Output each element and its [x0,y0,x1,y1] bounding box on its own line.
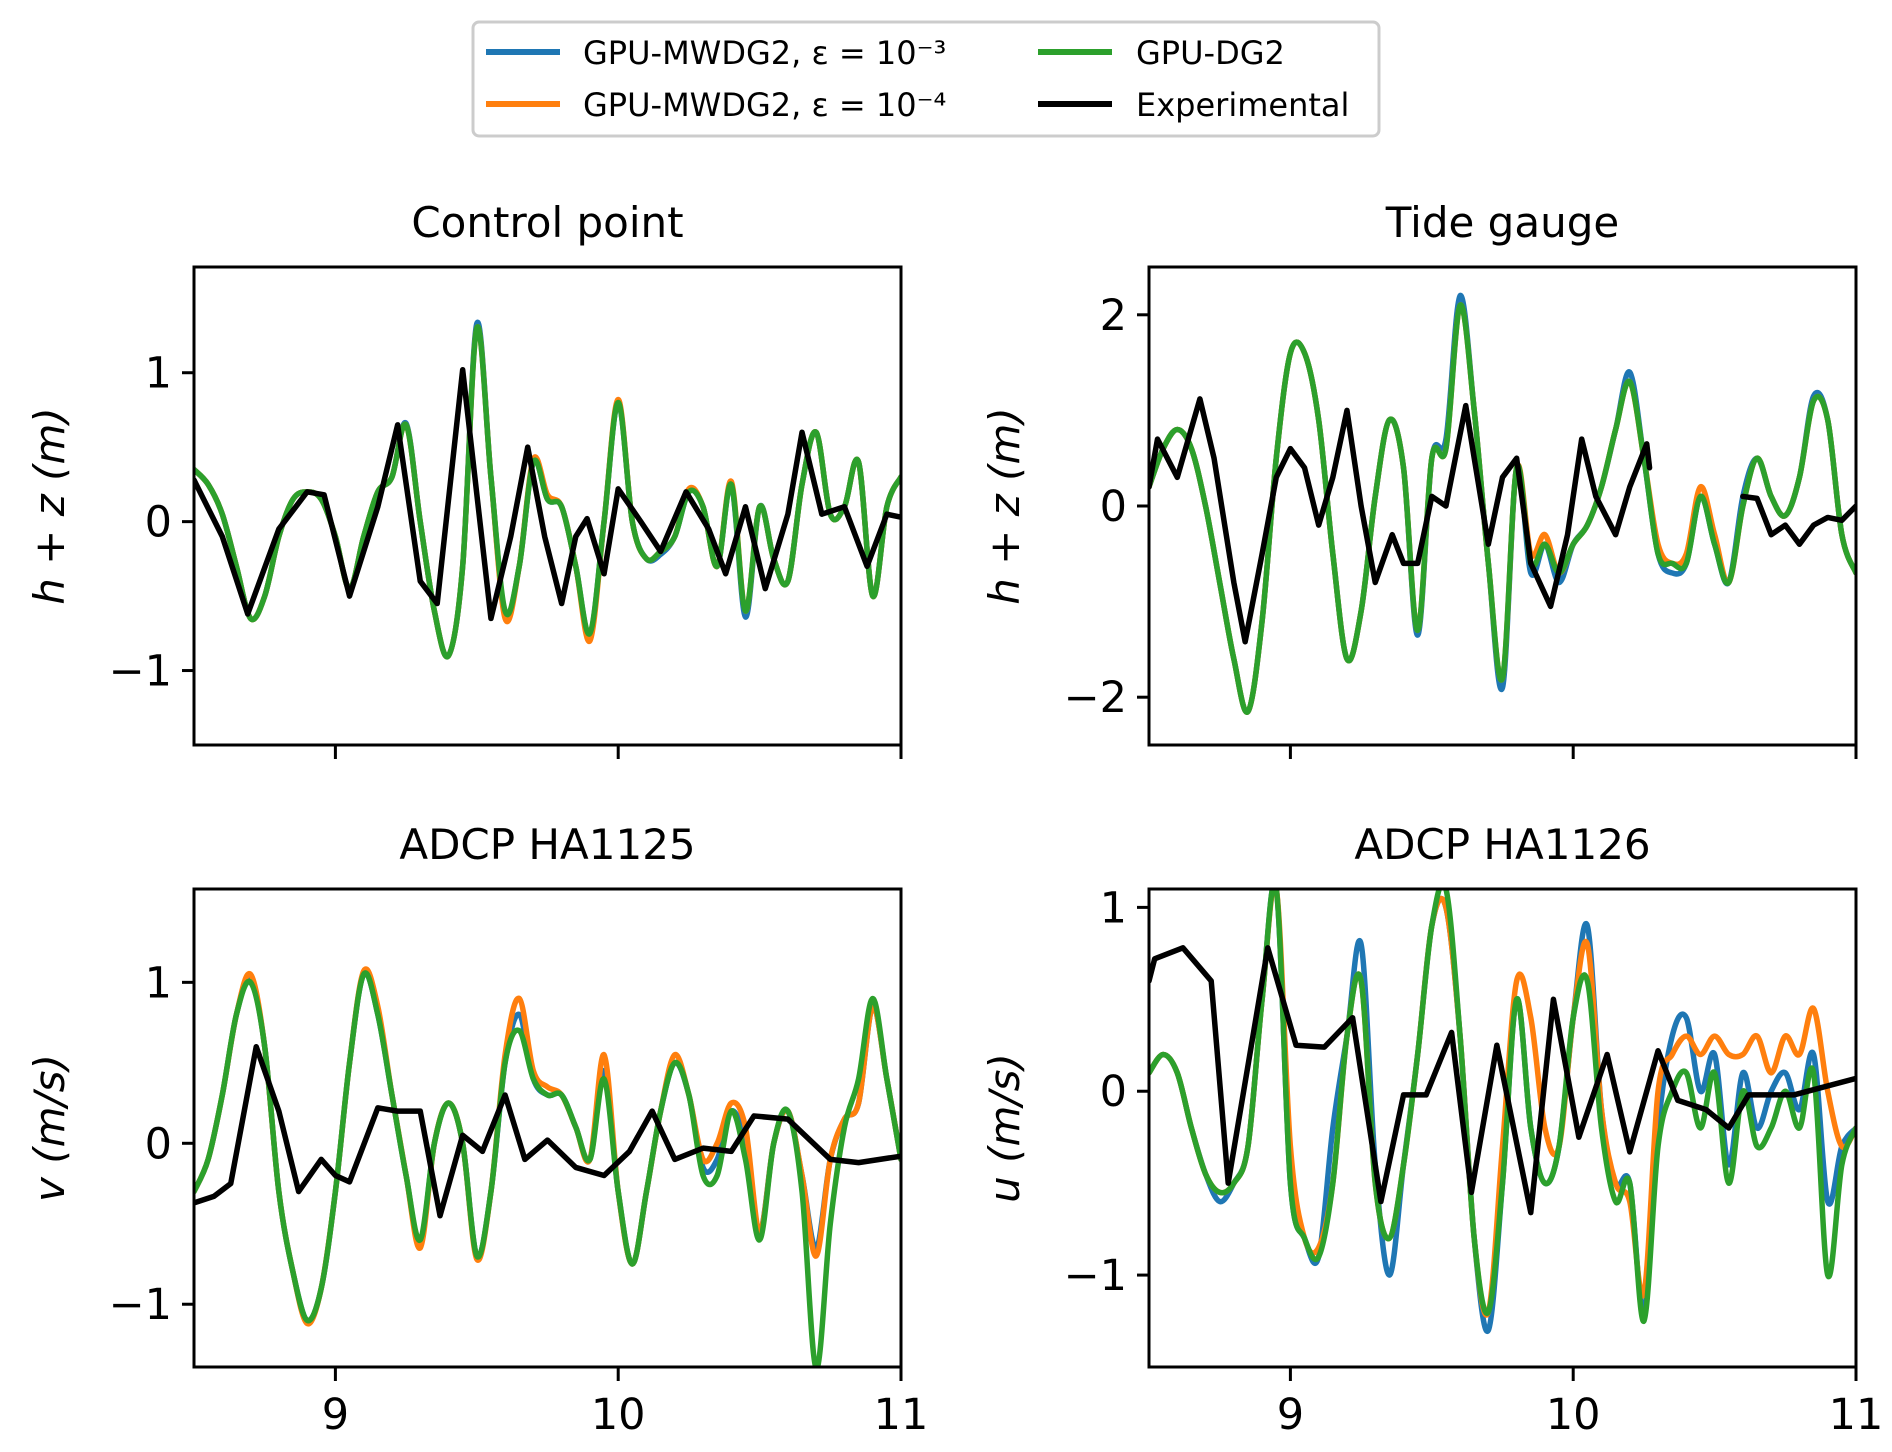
legend: GPU-MWDG2, ε = 10⁻³ GPU-MWDG2, ε = 10⁻⁴ … [471,20,1381,138]
series-line-experimental [194,1043,901,1219]
series-lines [1149,292,1856,715]
x-tick-label: 11 [1829,1390,1884,1440]
y-tick-label: 0 [145,498,172,548]
axes-frame [1147,887,1858,1369]
y-tick-label: 1 [145,958,172,1008]
panel-2: Tide gauge h + z (m) −2 0 2 [980,198,1858,759]
series-line-experimental [194,366,901,622]
axes-frame [192,887,903,1369]
y-tick-label: 0 [1100,1067,1127,1117]
series-line-gpu-dg2 [194,970,901,1367]
y-tick-label: 1 [145,349,172,399]
series-line-gpu-dg2 [1149,889,1856,1324]
y-axis-label: v (m/s) [25,1054,74,1202]
y-axis-label: h + z (m) [980,407,1029,605]
y-tick-label: 0 [145,1119,172,1169]
y-axis-label: u (m/s) [980,1053,1029,1203]
panel-title: ADCP HA1125 [399,820,695,869]
series-line-experimental [1149,396,1856,645]
x-tick-label: 10 [1546,1390,1601,1440]
series-line-gpu-dg2 [194,324,901,660]
series-line-gpu-mwdg2-10- [1149,292,1856,715]
series-line-experimental [1149,945,1856,1216]
y-tick-label: 1 [1100,883,1127,933]
series-line-gpu-dg2 [1149,302,1856,715]
y-tick-label: 2 [1100,291,1127,341]
x-tick-label: 11 [874,1390,929,1440]
y-axis-label: h + z (m) [25,407,74,605]
y-tick-label: 0 [1100,482,1127,532]
panel-1: Control point h + z (m) −1 0 1 [25,198,903,759]
axes-frame [192,265,903,747]
panel-title: ADCP HA1126 [1354,820,1650,869]
y-tick-label: −2 [1064,673,1127,723]
x-tick-label: 9 [1277,1390,1304,1440]
x-tick-label: 10 [591,1390,646,1440]
series-lines [1149,889,1856,1335]
legend-label-dg2: GPU-DG2 [1136,34,1285,72]
panel-4: ADCP HA1126 u (m/s) −1 0 1 9 10 11 [980,820,1883,1440]
legend-label-mwdg2-e3: GPU-MWDG2, ε = 10⁻³ [583,34,946,72]
series-lines [194,966,901,1367]
y-tick-label: −1 [1064,1251,1127,1301]
series-lines [194,319,901,660]
legend-label-mwdg2-e4: GPU-MWDG2, ε = 10⁻⁴ [583,86,946,124]
y-tick-label: −1 [109,1280,172,1330]
legend-frame [471,20,1381,138]
panel-title: Tide gauge [1385,198,1619,247]
y-tick-label: −1 [109,647,172,697]
legend-label-experimental: Experimental [1136,86,1349,124]
panel-3: ADCP HA1125 v (m/s) −1 0 1 9 10 11 [25,820,928,1440]
panel-title: Control point [411,198,683,247]
x-tick-label: 9 [322,1390,349,1440]
